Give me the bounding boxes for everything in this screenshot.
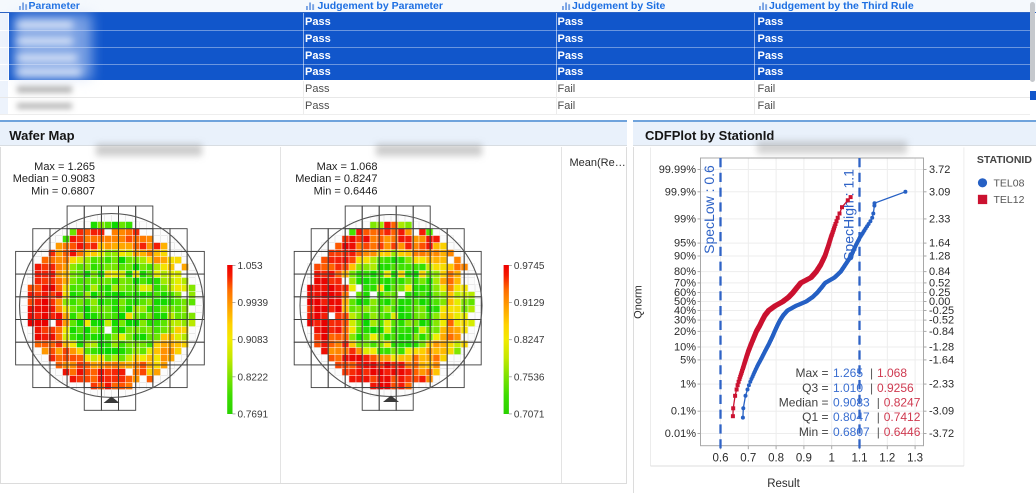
svg-text:95%: 95% <box>673 238 695 250</box>
svg-text:0.7691: 0.7691 <box>238 409 269 420</box>
svg-text:0.8222: 0.8222 <box>238 372 269 383</box>
svg-text:60%: 60% <box>673 287 695 299</box>
svg-text:0.8247: 0.8247 <box>883 396 920 410</box>
svg-text:99%: 99% <box>673 213 695 225</box>
svg-text:-1.28: -1.28 <box>929 342 954 354</box>
svg-text:Min = 0.6807: Min = 0.6807 <box>31 185 95 197</box>
svg-text:Min = 0.6446: Min = 0.6446 <box>314 185 378 197</box>
svg-text:30%: 30% <box>673 315 695 327</box>
svg-text:0.01%: 0.01% <box>664 428 695 440</box>
svg-text:1.010: 1.010 <box>833 381 863 395</box>
svg-text:0.9129: 0.9129 <box>514 298 545 309</box>
svg-text:-0.84: -0.84 <box>929 326 954 338</box>
svg-text:20%: 20% <box>673 326 695 338</box>
svg-text:-3.72: -3.72 <box>929 428 954 440</box>
svg-text:1.068: 1.068 <box>877 366 907 380</box>
svg-text:0.7536: 0.7536 <box>514 372 545 383</box>
svg-text:1.265: 1.265 <box>833 366 863 380</box>
svg-text:1.64: 1.64 <box>929 238 950 250</box>
svg-text:0.9256: 0.9256 <box>877 381 914 395</box>
svg-text:1.3: 1.3 <box>907 453 923 465</box>
svg-text:-3.09: -3.09 <box>929 406 954 418</box>
svg-text:0.52: 0.52 <box>929 277 950 289</box>
svg-text:0.1%: 0.1% <box>670 406 695 418</box>
svg-text:0.9: 0.9 <box>795 453 811 465</box>
svg-text:|: | <box>870 366 873 380</box>
svg-text:0.7071: 0.7071 <box>514 409 545 420</box>
svg-text:0.9939: 0.9939 <box>238 298 269 309</box>
svg-text:40%: 40% <box>673 305 695 317</box>
svg-text:70%: 70% <box>673 277 695 289</box>
svg-text:-2.33: -2.33 <box>929 379 954 391</box>
svg-text:90%: 90% <box>673 250 695 262</box>
svg-text:99.99%: 99.99% <box>658 164 696 176</box>
svg-text:0.7: 0.7 <box>740 453 756 465</box>
svg-text:-0.52: -0.52 <box>929 315 954 327</box>
svg-text:TEL08: TEL08 <box>993 178 1024 190</box>
svg-text:1.2: 1.2 <box>879 453 895 465</box>
svg-text:0.8247: 0.8247 <box>514 335 545 346</box>
svg-text:Max = 1.068: Max = 1.068 <box>317 161 378 173</box>
svg-text:SpecHigh : 1.1: SpecHigh : 1.1 <box>840 169 856 261</box>
svg-text:Median = 0.8247: Median = 0.8247 <box>295 173 377 185</box>
svg-text:Median = 0.9083: Median = 0.9083 <box>13 173 95 185</box>
svg-text:|: | <box>876 410 879 424</box>
svg-text:-0.25: -0.25 <box>929 305 954 317</box>
svg-text:0.8047: 0.8047 <box>833 410 870 424</box>
svg-text:50%: 50% <box>673 296 695 308</box>
svg-text:0.6807: 0.6807 <box>833 425 870 439</box>
svg-text:TEL12: TEL12 <box>993 194 1024 206</box>
svg-text:Qnorm: Qnorm <box>633 285 645 319</box>
svg-text:0.7412: 0.7412 <box>883 410 920 424</box>
svg-text:1%: 1% <box>680 379 696 391</box>
svg-text:|: | <box>876 396 879 410</box>
svg-text:0.00: 0.00 <box>929 296 950 308</box>
svg-text:1.1: 1.1 <box>851 453 867 465</box>
svg-text:80%: 80% <box>673 266 695 278</box>
svg-text:0.6: 0.6 <box>712 453 728 465</box>
svg-text:3.72: 3.72 <box>929 164 950 176</box>
svg-text:|: | <box>870 381 873 395</box>
svg-text:0.84: 0.84 <box>929 266 950 278</box>
svg-text:0.25: 0.25 <box>929 287 950 299</box>
svg-text:0.9745: 0.9745 <box>514 261 545 272</box>
svg-text:Result: Result <box>767 478 800 490</box>
svg-text:99.9%: 99.9% <box>664 186 695 198</box>
svg-text:10%: 10% <box>673 342 695 354</box>
svg-text:|: | <box>876 425 879 439</box>
svg-text:Max = 1.265: Max = 1.265 <box>34 161 95 173</box>
svg-text:Max =: Max = <box>795 366 828 380</box>
svg-text:5%: 5% <box>680 354 696 366</box>
svg-text:SpecLow : 0.6: SpecLow : 0.6 <box>701 165 717 254</box>
svg-text:1.053: 1.053 <box>238 261 263 272</box>
svg-text:0.9083: 0.9083 <box>238 335 269 346</box>
svg-text:Q3 =: Q3 = <box>802 381 828 395</box>
svg-text:1: 1 <box>828 453 834 465</box>
svg-text:2.33: 2.33 <box>929 213 950 225</box>
svg-text:1.28: 1.28 <box>929 250 950 262</box>
svg-text:3.09: 3.09 <box>929 186 950 198</box>
svg-text:Mean(Re…: Mean(Re… <box>570 157 626 169</box>
svg-text:STATIONID: STATIONID <box>976 154 1031 166</box>
svg-text:0.6446: 0.6446 <box>883 425 920 439</box>
svg-text:Min =: Min = <box>798 425 828 439</box>
svg-text:Median =: Median = <box>778 396 828 410</box>
svg-text:Q1 =: Q1 = <box>802 410 828 424</box>
svg-text:0.8: 0.8 <box>768 453 784 465</box>
svg-text:0.9083: 0.9083 <box>833 396 870 410</box>
svg-text:-1.64: -1.64 <box>929 354 954 366</box>
